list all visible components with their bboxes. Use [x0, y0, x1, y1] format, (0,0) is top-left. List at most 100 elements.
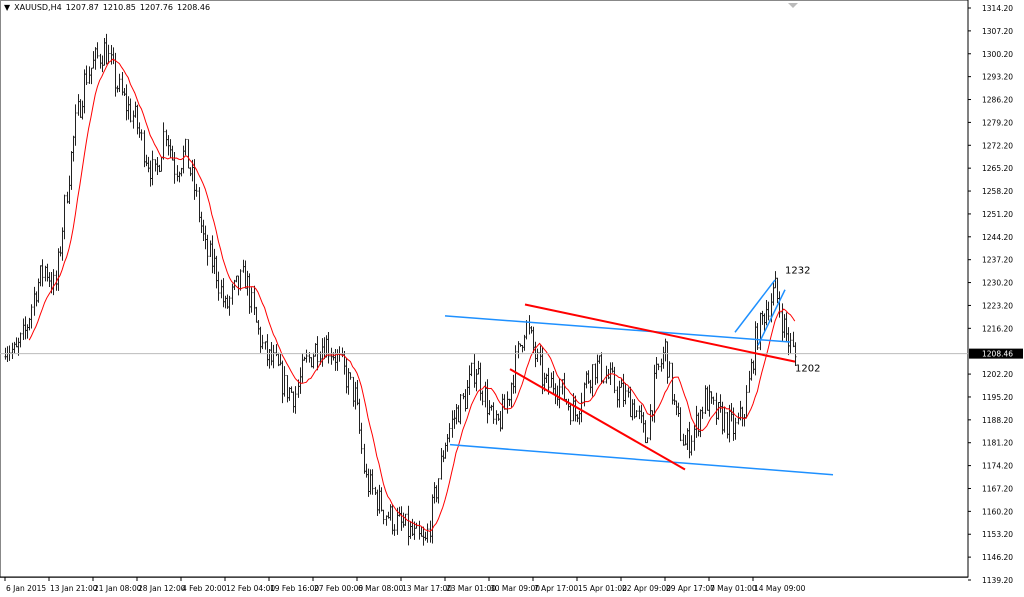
- ohlc-bar: [235, 275, 238, 283]
- ohlc-bar: [451, 410, 454, 438]
- ohlc-bar: [330, 347, 333, 365]
- ohlc-bar: [409, 521, 412, 539]
- ohlc-bar: [767, 301, 770, 321]
- ohlc-bar: [706, 386, 709, 411]
- ohlc-bar: [646, 437, 649, 444]
- ohlc-bar: [682, 433, 685, 446]
- ohlc-bar: [206, 234, 209, 266]
- ohlc-bar: [182, 145, 185, 174]
- ohlc-bar: [444, 442, 447, 459]
- ohlc-bar: [173, 152, 176, 184]
- ohlc-bar: [391, 504, 394, 535]
- ohlc-bar: [59, 246, 62, 257]
- ohlc-bar: [158, 164, 161, 173]
- ohlc-bar: [587, 370, 590, 384]
- ohlc-bar: [380, 487, 383, 512]
- ohlc-bar: [85, 65, 88, 86]
- ohlc-bar: [33, 286, 36, 316]
- ohlc-bar: [748, 370, 751, 393]
- ohlc-bar: [268, 349, 271, 369]
- ohlc-bar: [118, 73, 121, 93]
- close-price: 1208.46: [177, 3, 211, 12]
- ohlc-bar: [123, 87, 126, 97]
- ohlc-bar: [772, 281, 775, 306]
- ohlc-bar: [90, 67, 93, 85]
- ohlc-bar: [662, 346, 665, 369]
- ohlc-bar: [717, 402, 720, 420]
- ohlc-bar: [715, 392, 718, 425]
- ohlc-bar: [697, 412, 700, 437]
- y-tick-label: 1223.20: [982, 301, 1013, 310]
- ohlc-bar: [136, 104, 139, 135]
- x-tick-label: 6 Mar 08:00: [358, 584, 404, 593]
- ohlc-bar: [253, 285, 256, 316]
- ohlc-bar: [712, 396, 715, 405]
- ohlc-bar: [99, 53, 102, 69]
- ohlc-bar: [490, 404, 493, 411]
- ohlc-bar: [499, 410, 502, 432]
- ohlc-bar: [448, 423, 451, 443]
- ohlc-bar: [30, 304, 33, 329]
- ohlc-bar: [246, 270, 249, 296]
- ohlc-bar: [125, 84, 128, 121]
- ohlc-bar: [19, 332, 22, 348]
- ohlc-bar: [477, 360, 480, 375]
- ohlc-bar: [519, 343, 522, 347]
- ohlc-bar: [627, 387, 630, 398]
- ohlc-bar: [92, 51, 95, 69]
- ohlc-bar: [600, 352, 603, 385]
- y-tick-label: 1237.20: [982, 256, 1013, 265]
- ohlc-bar: [497, 413, 500, 421]
- y-tick-label: 1188.20: [982, 416, 1013, 425]
- trendline: [524, 303, 796, 363]
- ohlc-bar: [440, 448, 443, 480]
- ohlc-bar: [376, 489, 379, 517]
- trendline: [444, 315, 791, 343]
- ohlc-bar: [72, 135, 75, 162]
- ohlc-bar: [536, 348, 539, 363]
- ohlc-bar: [57, 248, 60, 291]
- ohlc-bar: [61, 227, 64, 261]
- ohlc-bar: [299, 367, 302, 394]
- ohlc-bar: [105, 33, 108, 65]
- ohlc-bar: [591, 364, 594, 397]
- scroll-marker-icon: [788, 3, 798, 8]
- current-price-label: 1208.46: [982, 350, 1013, 359]
- ohlc-bar: [473, 353, 476, 388]
- ohlc-bar: [327, 332, 330, 364]
- ohlc-bar: [660, 358, 663, 372]
- ohlc-bar: [244, 260, 247, 289]
- ohlc-bar: [374, 486, 377, 495]
- triangle-down-icon[interactable]: ▼: [4, 3, 11, 12]
- ohlc-bar: [382, 509, 385, 525]
- ohlc-bar: [503, 394, 506, 410]
- ohlc-bar: [728, 404, 731, 443]
- low-price: 1207.76: [139, 3, 173, 12]
- ohlc-bar: [250, 287, 253, 313]
- ohlc-bar: [789, 333, 792, 354]
- x-tick-label: 4 Feb 20:00: [182, 584, 227, 593]
- ohlc-bar: [46, 263, 49, 282]
- ohlc-bar: [198, 187, 201, 223]
- ohlc-bar: [459, 394, 462, 425]
- y-tick-label: 1174.20: [982, 462, 1013, 471]
- ohlc-bar: [484, 381, 487, 408]
- ohlc-bar: [704, 385, 707, 414]
- ohlc-bar: [411, 518, 414, 537]
- ohlc-bar: [752, 360, 755, 374]
- ohlc-bar: [552, 371, 555, 395]
- ohlc-bar: [145, 154, 148, 167]
- y-tick-label: 1265.20: [982, 164, 1013, 173]
- ohlc-bar: [675, 400, 678, 416]
- y-tick-label: 1314.20: [982, 4, 1013, 13]
- y-tick-label: 1160.20: [982, 507, 1013, 516]
- x-tick-label: 15 Apr 01:00: [578, 584, 627, 593]
- ohlc-bar: [272, 344, 275, 369]
- ohlc-bar: [127, 96, 130, 120]
- ohlc-bar: [756, 322, 759, 350]
- ohlc-bar: [688, 421, 691, 459]
- ohlc-bar: [257, 319, 260, 335]
- ohlc-bar: [572, 393, 575, 422]
